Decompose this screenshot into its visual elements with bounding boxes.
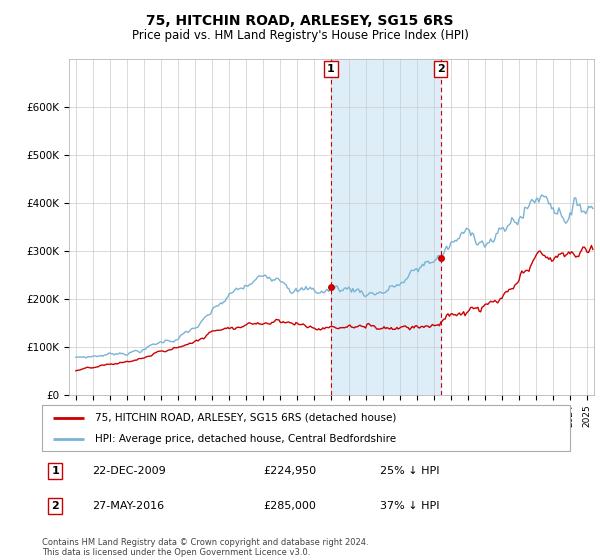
Text: 2: 2 [437,64,445,74]
Text: 1: 1 [52,466,59,476]
Text: 75, HITCHIN ROAD, ARLESEY, SG15 6RS (detached house): 75, HITCHIN ROAD, ARLESEY, SG15 6RS (det… [95,413,396,423]
Text: Contains HM Land Registry data © Crown copyright and database right 2024.
This d: Contains HM Land Registry data © Crown c… [42,538,368,557]
Text: 27-MAY-2016: 27-MAY-2016 [92,501,164,511]
Text: 22-DEC-2009: 22-DEC-2009 [92,466,166,476]
Text: HPI: Average price, detached house, Central Bedfordshire: HPI: Average price, detached house, Cent… [95,435,396,444]
Text: 75, HITCHIN ROAD, ARLESEY, SG15 6RS: 75, HITCHIN ROAD, ARLESEY, SG15 6RS [146,14,454,28]
Text: Price paid vs. HM Land Registry's House Price Index (HPI): Price paid vs. HM Land Registry's House … [131,29,469,42]
Text: 1: 1 [327,64,335,74]
Text: 2: 2 [52,501,59,511]
Text: £224,950: £224,950 [264,466,317,476]
Bar [331,59,441,395]
Text: 37% ↓ HPI: 37% ↓ HPI [380,501,439,511]
Text: £285,000: £285,000 [264,501,317,511]
Text: 25% ↓ HPI: 25% ↓ HPI [380,466,439,476]
